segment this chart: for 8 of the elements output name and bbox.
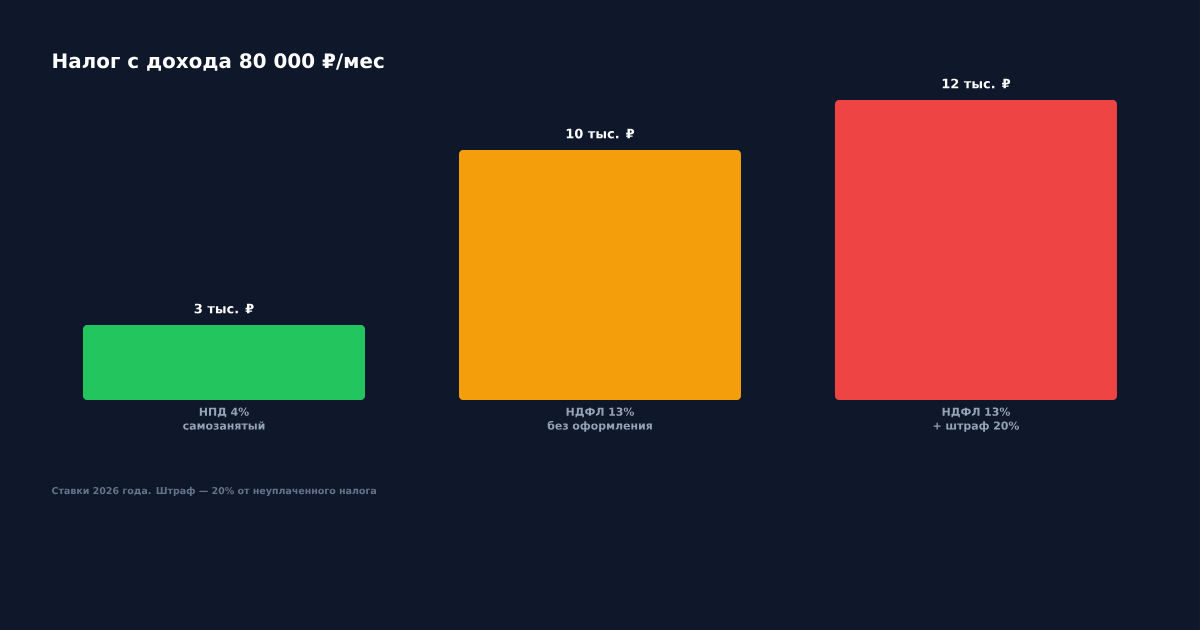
data-label: 10 тыс. ₽ (566, 128, 635, 139)
text: Ставки 2026 года. Штраф — 20% от неуплаченного налога (52, 486, 376, 497)
data-label: 3 тыс. ₽ (194, 303, 254, 314)
x-tick-label: НДФЛ 13% + штраф 20% (933, 407, 1020, 432)
data-label: 12 тыс. ₽ (942, 78, 1011, 89)
x-tick-label: НДФЛ 13% без оформления (547, 407, 652, 432)
chart-title: Налог с дохода 80 000 ₽/мес (53, 53, 384, 71)
x-tick-label: НПД 4% самозанятый (183, 407, 265, 430)
